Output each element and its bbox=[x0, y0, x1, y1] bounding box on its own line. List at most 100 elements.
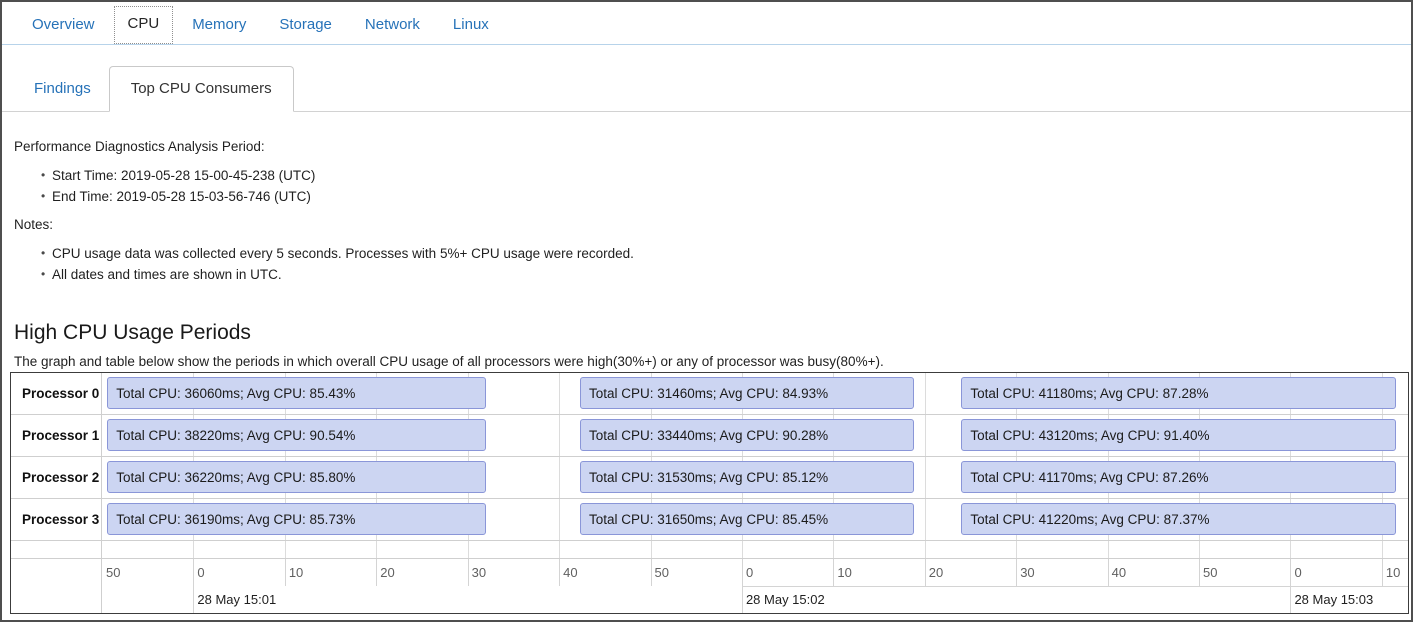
axis-tick-line bbox=[376, 559, 377, 586]
main-tab-bar: Overview CPU Memory Storage Network Linu… bbox=[2, 2, 1411, 45]
axis-tick-label: 50 bbox=[106, 565, 120, 580]
axis-tick-label: 0 bbox=[197, 565, 204, 580]
tab-storage[interactable]: Storage bbox=[265, 7, 346, 44]
gridline bbox=[559, 499, 560, 540]
gridline bbox=[925, 499, 926, 540]
cpu-period-bar: Total CPU: 31650ms; Avg CPU: 85.45% bbox=[580, 503, 914, 535]
axis-tick-label: 50 bbox=[655, 565, 669, 580]
gridline bbox=[559, 457, 560, 498]
tab-overview[interactable]: Overview bbox=[18, 7, 109, 44]
note-item-collection-interval: CPU usage data was collected every 5 sec… bbox=[14, 243, 1399, 264]
performance-diagnostics-report: Overview CPU Memory Storage Network Linu… bbox=[0, 0, 1413, 622]
section-description: The graph and table below show the perio… bbox=[14, 354, 1399, 369]
spacer-label-cell bbox=[11, 541, 102, 558]
tab-linux[interactable]: Linux bbox=[439, 7, 503, 44]
sub-tab-top-cpu-consumers[interactable]: Top CPU Consumers bbox=[109, 66, 294, 112]
axis-tick-line bbox=[1382, 559, 1383, 586]
axis-tick-line bbox=[468, 559, 469, 586]
cpu-period-bar: Total CPU: 41220ms; Avg CPU: 87.37% bbox=[961, 503, 1396, 535]
gridline bbox=[193, 541, 194, 558]
axis-tick-label: 20 bbox=[929, 565, 943, 580]
spacer-track bbox=[102, 541, 1408, 558]
time-axis: 50 0 28 May 15:01 10 20 30 40 50 0 28 May 15:02 10… bbox=[11, 559, 1408, 613]
cpu-period-bar: Total CPU: 31460ms; Avg CPU: 84.93% bbox=[580, 377, 914, 409]
axis-tick-line bbox=[559, 559, 560, 586]
axis-track: 50 0 28 May 15:01 10 20 30 40 50 0 28 May 15:02 10… bbox=[102, 559, 1408, 613]
axis-tick-label: 30 bbox=[472, 565, 486, 580]
cpu-period-bar: Total CPU: 36190ms; Avg CPU: 85.73% bbox=[107, 503, 486, 535]
axis-tick-line bbox=[193, 559, 194, 613]
analysis-period-heading: Performance Diagnostics Analysis Period: bbox=[14, 139, 1399, 154]
processor-row: Processor 3Total CPU: 36190ms; Avg CPU: … bbox=[11, 499, 1408, 541]
cpu-period-bar: Total CPU: 43120ms; Avg CPU: 91.40% bbox=[961, 419, 1396, 451]
cpu-sub-tab-bar: Findings Top CPU Consumers bbox=[2, 66, 1411, 112]
gridline bbox=[925, 541, 926, 558]
axis-tick-line bbox=[285, 559, 286, 586]
processor-label: Processor 2 bbox=[11, 457, 102, 498]
gridline bbox=[925, 415, 926, 456]
processor-track: Total CPU: 36220ms; Avg CPU: 85.80% Total… bbox=[102, 457, 1408, 498]
notes-list: CPU usage data was collected every 5 sec… bbox=[14, 243, 1399, 285]
axis-tick-line bbox=[925, 559, 926, 586]
processor-row: Processor 0Total CPU: 36060ms; Avg CPU: … bbox=[11, 373, 1408, 415]
processor-track: Total CPU: 36060ms; Avg CPU: 85.43% Total… bbox=[102, 373, 1408, 414]
sub-tab-findings[interactable]: Findings bbox=[16, 68, 109, 111]
cpu-period-bar: Total CPU: 31530ms; Avg CPU: 85.12% bbox=[580, 461, 914, 493]
axis-tick-label: 10 bbox=[289, 565, 303, 580]
axis-tick-label: 50 bbox=[1203, 565, 1217, 580]
axis-tick-line bbox=[1290, 559, 1291, 613]
axis-tick-line bbox=[1016, 559, 1017, 586]
processor-track: Total CPU: 38220ms; Avg CPU: 90.54% Total… bbox=[102, 415, 1408, 456]
axis-label-cell bbox=[11, 559, 102, 613]
processor-label: Processor 1 bbox=[11, 415, 102, 456]
tab-network[interactable]: Network bbox=[351, 7, 434, 44]
axis-date-label: 28 May 15:02 bbox=[746, 592, 825, 607]
gridline bbox=[1290, 541, 1291, 558]
axis-tick-line bbox=[651, 559, 652, 586]
gridline bbox=[559, 415, 560, 456]
axis-tick-label: 40 bbox=[563, 565, 577, 580]
gridline bbox=[376, 541, 377, 558]
gridline bbox=[742, 541, 743, 558]
processor-row: Processor 2Total CPU: 36220ms; Avg CPU: … bbox=[11, 457, 1408, 499]
gridline bbox=[559, 373, 560, 414]
gridline bbox=[651, 541, 652, 558]
cpu-period-bar: Total CPU: 38220ms; Avg CPU: 90.54% bbox=[107, 419, 486, 451]
cpu-period-bar: Total CPU: 36060ms; Avg CPU: 85.43% bbox=[107, 377, 486, 409]
gridline bbox=[1108, 541, 1109, 558]
gridline bbox=[559, 541, 560, 558]
processor-label: Processor 3 bbox=[11, 499, 102, 540]
axis-tick-label: 0 bbox=[746, 565, 753, 580]
gridline bbox=[833, 541, 834, 558]
gridline bbox=[1382, 541, 1383, 558]
axis-tick-label: 30 bbox=[1020, 565, 1034, 580]
gridline bbox=[1199, 541, 1200, 558]
axis-separator bbox=[742, 586, 1408, 587]
analysis-period-list: Start Time: 2019-05-28 15-00-45-238 (UTC… bbox=[14, 165, 1399, 207]
axis-tick-label: 10 bbox=[837, 565, 851, 580]
cpu-period-bar: Total CPU: 36220ms; Avg CPU: 85.80% bbox=[107, 461, 486, 493]
axis-tick-line bbox=[1199, 559, 1200, 586]
cpu-usage-chart: Processor 0Total CPU: 36060ms; Avg CPU: … bbox=[10, 372, 1409, 614]
end-time-item: End Time: 2019-05-28 15-03-56-746 (UTC) bbox=[14, 186, 1399, 207]
axis-tick-label: 40 bbox=[1112, 565, 1126, 580]
tab-memory[interactable]: Memory bbox=[178, 7, 260, 44]
tab-content: Performance Diagnostics Analysis Period:… bbox=[2, 139, 1411, 369]
cpu-period-bar: Total CPU: 41170ms; Avg CPU: 87.26% bbox=[961, 461, 1396, 493]
cpu-period-bar: Total CPU: 41180ms; Avg CPU: 87.28% bbox=[961, 377, 1396, 409]
axis-tick-line bbox=[742, 559, 743, 613]
axis-tick-label: 20 bbox=[380, 565, 394, 580]
chart-spacer-row bbox=[11, 541, 1408, 559]
axis-tick-line bbox=[833, 559, 834, 586]
start-time-item: Start Time: 2019-05-28 15-00-45-238 (UTC… bbox=[14, 165, 1399, 186]
axis-tick-line bbox=[1108, 559, 1109, 586]
axis-tick-label: 0 bbox=[1294, 565, 1301, 580]
axis-tick-label: 10 bbox=[1386, 565, 1400, 580]
gridline bbox=[925, 457, 926, 498]
note-item-utc: All dates and times are shown in UTC. bbox=[14, 264, 1399, 285]
processor-track: Total CPU: 36190ms; Avg CPU: 85.73% Total… bbox=[102, 499, 1408, 540]
axis-date-label: 28 May 15:03 bbox=[1294, 592, 1373, 607]
gridline bbox=[1016, 541, 1017, 558]
tab-cpu[interactable]: CPU bbox=[114, 6, 174, 44]
axis-date-label: 28 May 15:01 bbox=[197, 592, 276, 607]
